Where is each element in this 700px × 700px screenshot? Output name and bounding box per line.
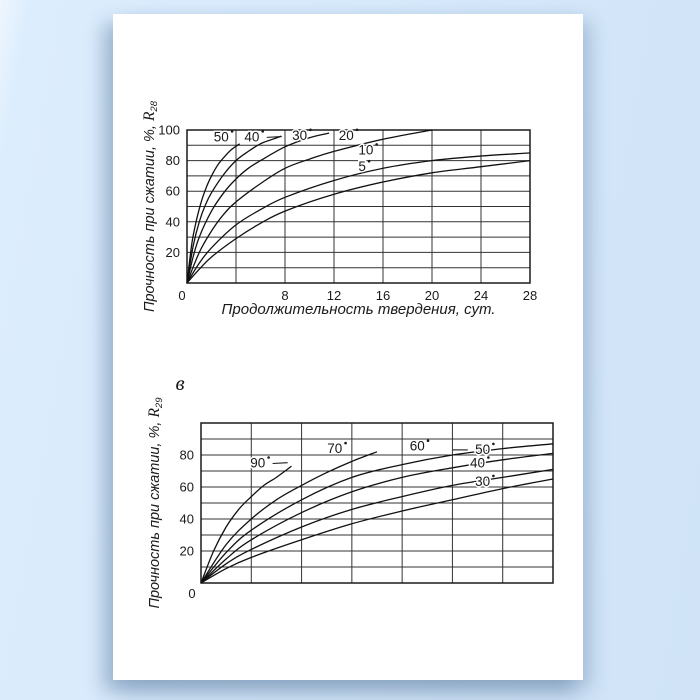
curve-30 [200,478,554,584]
document-page: 50 40 30 20 10 5 0 8 12 16 20 24 28 100 80 60 40 20 Продол… [113,14,583,680]
x-tick-label: 0 [178,288,185,303]
x-tick-label: 16 [376,288,390,303]
curve-10 [186,152,531,284]
curve-50 [200,452,554,584]
x-axis-title: Продолжительность твердения, сут. [222,301,496,318]
plot-border [186,129,531,284]
curve-70 [200,451,378,584]
degree-icon [230,130,234,133]
degree-icon [492,474,495,478]
y-tick-label: 80 [166,153,180,168]
x-tick-label: 24 [474,288,488,303]
y-tick-label: 20 [166,245,180,260]
degree-icon [355,128,359,132]
degree-icon [367,159,371,163]
curve-60 [200,443,554,584]
curve-label-90: 90 [250,456,265,471]
curve-label-50: 50 [475,442,490,457]
degree-icon [309,128,312,132]
curve-label-50: 50 [214,129,229,144]
curve-40 [200,468,554,584]
curve-90 [200,465,292,584]
degree-icon [426,439,430,443]
y-axis-title: Прочность при сжатии, %, R28 [141,100,160,312]
curve-label-30: 30 [475,474,490,489]
y-tick-label: 100 [158,123,180,138]
y-tick-label: 60 [166,184,180,199]
degree-icon [267,456,270,459]
degree-icon [344,441,347,445]
curve-50 [186,143,241,284]
degree-icon [492,442,495,446]
x-tick-label: 8 [281,288,288,303]
curve-label-40: 40 [244,129,259,144]
y-tick-label: 40 [166,214,180,229]
curve-label-5: 5 [358,159,366,174]
y-axis-title: Прочность при сжатии, %, R29 [146,397,165,609]
label-leader-line [266,136,282,138]
curve-label-70: 70 [327,441,342,456]
curve-20 [186,129,433,284]
curve-label-30: 30 [292,128,307,143]
curve-label-60: 60 [410,439,425,454]
degree-icon [375,143,378,146]
degree-icon [487,456,490,459]
curve-30 [186,132,330,284]
label-leader-line [272,462,288,465]
degree-icon [261,130,265,133]
curve-5 [186,159,531,284]
plot-border [200,422,554,584]
x-tick-label: 12 [327,288,341,303]
y-tick-label: 60 [180,480,194,495]
panel-label: в [175,371,184,395]
y-tick-label: 80 [180,448,194,463]
curve-label-40: 40 [470,456,485,471]
y-tick-label: 20 [180,544,194,559]
curve-label-10: 10 [358,142,373,157]
x-tick-label: 0 [188,586,195,601]
y-tick-label: 40 [180,512,194,527]
curve-40 [186,135,282,284]
x-tick-label: 28 [523,288,537,303]
x-tick-label: 20 [425,288,439,303]
curve-label-20: 20 [339,128,354,143]
